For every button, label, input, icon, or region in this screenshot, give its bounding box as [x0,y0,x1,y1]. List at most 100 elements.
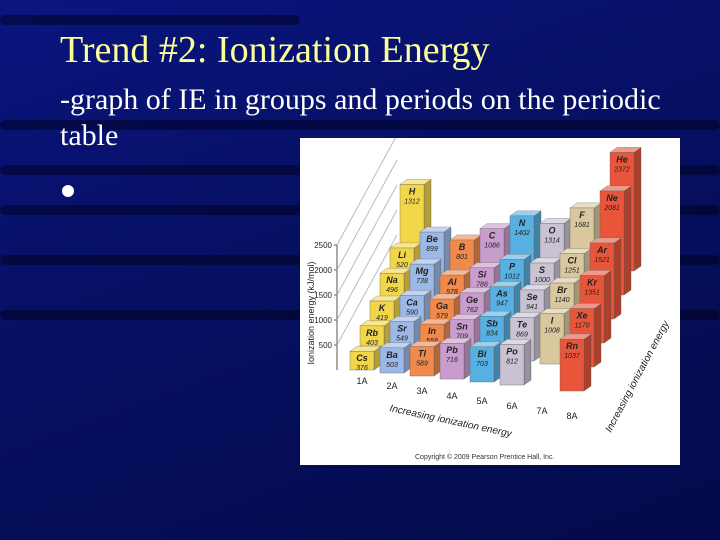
element-symbol: Sr [397,324,407,334]
value-label: 899 [426,246,438,253]
bar-side-shade [434,259,441,301]
element-symbol: Na [386,275,398,285]
y-tick-label: 1500 [314,291,332,300]
value-label: 1086 [484,243,500,250]
element-symbol: Ge [466,295,478,305]
bar-top-light [450,234,481,240]
value-label: 1521 [594,257,610,264]
text: -graph of IE in groups and periods on th… [60,83,661,152]
bar [439,342,465,380]
bar-top-light [400,179,431,185]
bar-top-light [570,303,601,309]
bar-top-light [410,259,441,265]
element-symbol: P [509,261,516,271]
bar-top-light [470,262,501,268]
value-label: 1351 [584,289,600,296]
element-symbol: Rn [566,341,578,351]
bar-side-shade [614,237,621,319]
value-label: 549 [396,336,408,343]
value-label: 762 [466,307,478,314]
bar-top-light [390,316,421,322]
y-axis-label: Ionization energy (kJ/mol) [306,261,316,364]
bar-top-light [440,338,471,344]
bar-side-shade [384,320,391,346]
bar-top-light [560,334,591,340]
chart: Copyright © 2009 Pearson Prentice Hall, … [300,138,680,465]
bar-top-light [390,243,421,248]
bar-side-shade [464,338,471,379]
value-label: 589 [416,361,428,368]
bar [379,347,405,374]
bar-top-light [540,218,571,224]
element-symbol: F [579,210,585,220]
element-symbol: O [548,225,555,235]
bar-top-light [510,312,541,318]
bar-side-shade [424,290,431,325]
bar-top-light [450,314,481,320]
value-label: 1681 [574,222,590,229]
bar-top-light [400,290,431,296]
element-symbol: Kr [587,277,597,287]
bar-top-light [380,342,411,348]
bar-top-light [480,311,511,317]
bar-top-light [590,237,621,243]
grid-line [336,234,398,346]
value-label: 1312 [404,198,420,205]
bar-top-light [420,227,451,233]
bar-side-shade [394,296,401,322]
value-label: 703 [476,361,488,368]
value-label: 403 [366,340,378,347]
element-symbol: I [551,316,554,326]
y-tick-label: 2500 [314,241,332,250]
element-symbol: K [379,303,387,313]
bar-side-shade [374,346,381,370]
bar-side-shade [444,227,451,277]
bar [559,338,585,392]
value-label: 716 [446,357,458,364]
bar-top-light [410,341,441,347]
title: Trend #2: Ionization Energy [60,29,490,71]
value-label: 503 [386,362,398,369]
element-symbol: H [409,186,416,196]
bar-top-light [600,185,631,191]
value-label: 578 [446,289,458,296]
element-symbol: Ar [596,245,607,255]
bar-top-light [480,223,511,229]
bar-top-light [370,296,401,302]
bar-side-shade [634,147,641,271]
bar-top-light [520,284,551,290]
element-symbol: As [495,289,508,299]
bar [409,346,435,377]
value-label: 1402 [514,230,530,237]
bar-top-light [430,294,461,300]
value-label: 786 [476,282,488,289]
bar-side-shade [534,312,541,361]
y-tick-label: 2000 [314,266,332,275]
element-symbol: He [616,154,628,164]
value-label: 947 [496,301,509,308]
value-label: 738 [416,278,428,285]
element-symbol: Ca [406,298,418,308]
group-label: 4A [446,391,457,401]
bar-side-shade [524,339,531,385]
element-symbol: Pb [446,345,458,355]
value-label: 834 [486,330,498,337]
group-label: 5A [476,396,487,406]
element-symbol: Po [506,346,518,356]
grid-line [336,209,398,321]
value-label: 520 [396,262,408,269]
element-symbol: Al [447,277,457,287]
element-symbol: Xe [575,311,587,321]
bar-side-shade [414,316,421,349]
bar [379,272,405,299]
bar-top-light [530,258,561,263]
decor [0,120,720,130]
element-symbol: Ne [606,193,618,203]
bar-top-light [510,210,541,216]
value-label: 1008 [544,328,560,335]
element-symbol: Sb [486,318,498,328]
bar-top-light [470,341,501,347]
value-label: 1170 [574,323,589,330]
value-label: 1000 [534,277,550,284]
bar-top-light [540,308,571,314]
